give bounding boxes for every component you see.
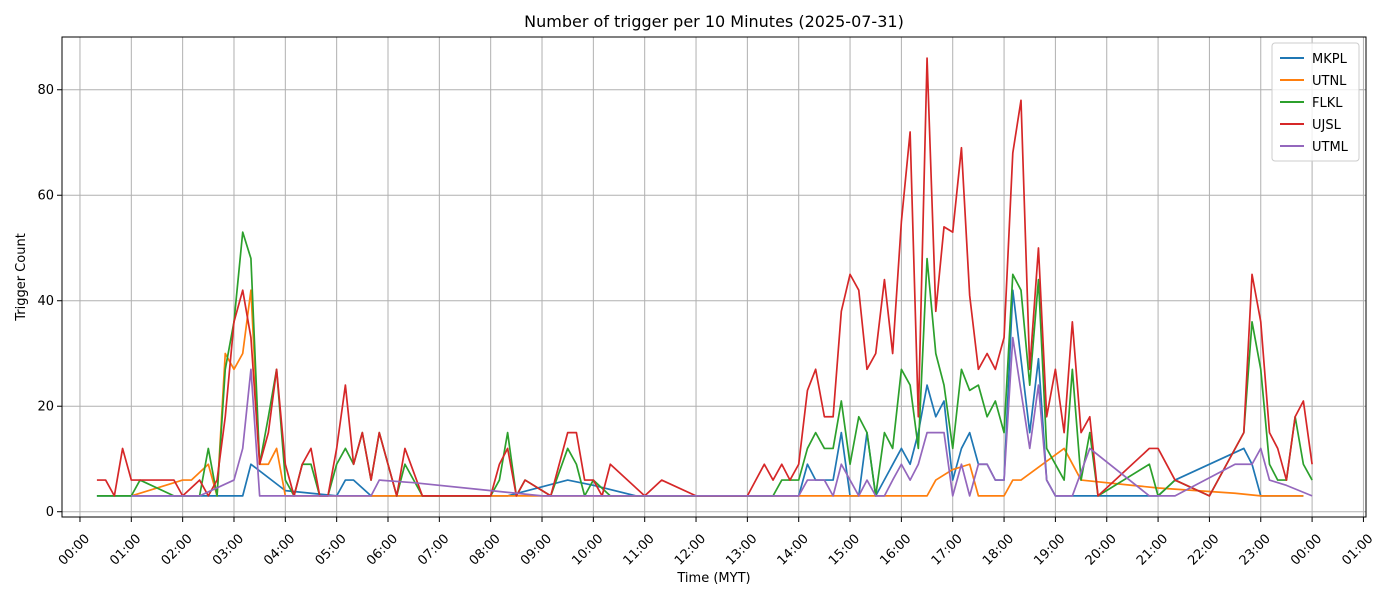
series-line-utnl [131, 289, 1304, 497]
chart-title: Number of trigger per 10 Minutes (2025-0… [524, 12, 904, 31]
legend-label-utml: UTML [1312, 140, 1349, 155]
legend-box [1271, 42, 1360, 162]
plot-area-frame [61, 36, 1367, 518]
legend-label-ujsl: UJSL [1312, 118, 1342, 133]
x-tick-label: 11:00 [621, 531, 658, 568]
y-axis-label: Trigger Count [14, 233, 29, 322]
x-tick-label: 02:00 [159, 531, 196, 568]
legend: MKPL UTNL FLKL UJSL UTML [1271, 42, 1360, 162]
x-tick-label: 17:00 [929, 531, 966, 568]
y-tick-label: 20 [37, 400, 54, 415]
x-tick-label: 10:00 [569, 531, 606, 568]
y-axis: 0 20 40 60 80 [37, 83, 62, 520]
x-tick-label: 00:00 [56, 531, 93, 568]
x-tick-label: 20:00 [1083, 531, 1120, 568]
x-axis: 00:00 01:00 02:00 03:00 04:00 05:00 06:00 07:00… [56, 517, 1376, 569]
x-tick-label: 08:00 [467, 531, 504, 568]
series-line-flkl [96, 231, 1313, 497]
y-tick-label: 0 [46, 505, 54, 520]
x-tick-label: 12:00 [672, 531, 709, 568]
series-line-utml [131, 336, 1313, 497]
x-tick-label: 14:00 [775, 531, 812, 568]
legend-label-utnl: UTNL [1312, 74, 1347, 89]
x-tick-label: 01:00 [1339, 531, 1376, 568]
x-tick-label: 03:00 [210, 531, 247, 568]
y-tick-label: 40 [37, 294, 54, 309]
x-tick-label: 04:00 [261, 531, 298, 568]
x-tick-label: 01:00 [107, 531, 144, 568]
x-tick-label: 16:00 [877, 531, 914, 568]
x-tick-label: 22:00 [1185, 531, 1222, 568]
y-tick-label: 60 [37, 189, 54, 204]
series-line-mkpl [96, 289, 1304, 497]
legend-label-mkpl: MKPL [1312, 52, 1348, 67]
x-tick-label: 15:00 [826, 531, 863, 568]
x-tick-label: 05:00 [313, 531, 350, 568]
x-tick-label: 06:00 [364, 531, 401, 568]
x-tick-label: 19:00 [1031, 531, 1068, 568]
grid [62, 37, 1366, 517]
series-layer [96, 57, 1313, 497]
series-line-ujsl [96, 57, 1313, 497]
legend-label-flkl: FLKL [1312, 96, 1343, 111]
x-tick-label: 00:00 [1288, 531, 1325, 568]
x-tick-label: 21:00 [1134, 531, 1171, 568]
x-tick-label: 13:00 [723, 531, 760, 568]
x-tick-label: 07:00 [415, 531, 452, 568]
y-tick-label: 80 [37, 83, 54, 98]
x-tick-label: 23:00 [1237, 531, 1274, 568]
x-tick-label: 09:00 [518, 531, 555, 568]
x-axis-label: Time (MYT) [676, 571, 750, 586]
x-tick-label: 18:00 [980, 531, 1017, 568]
